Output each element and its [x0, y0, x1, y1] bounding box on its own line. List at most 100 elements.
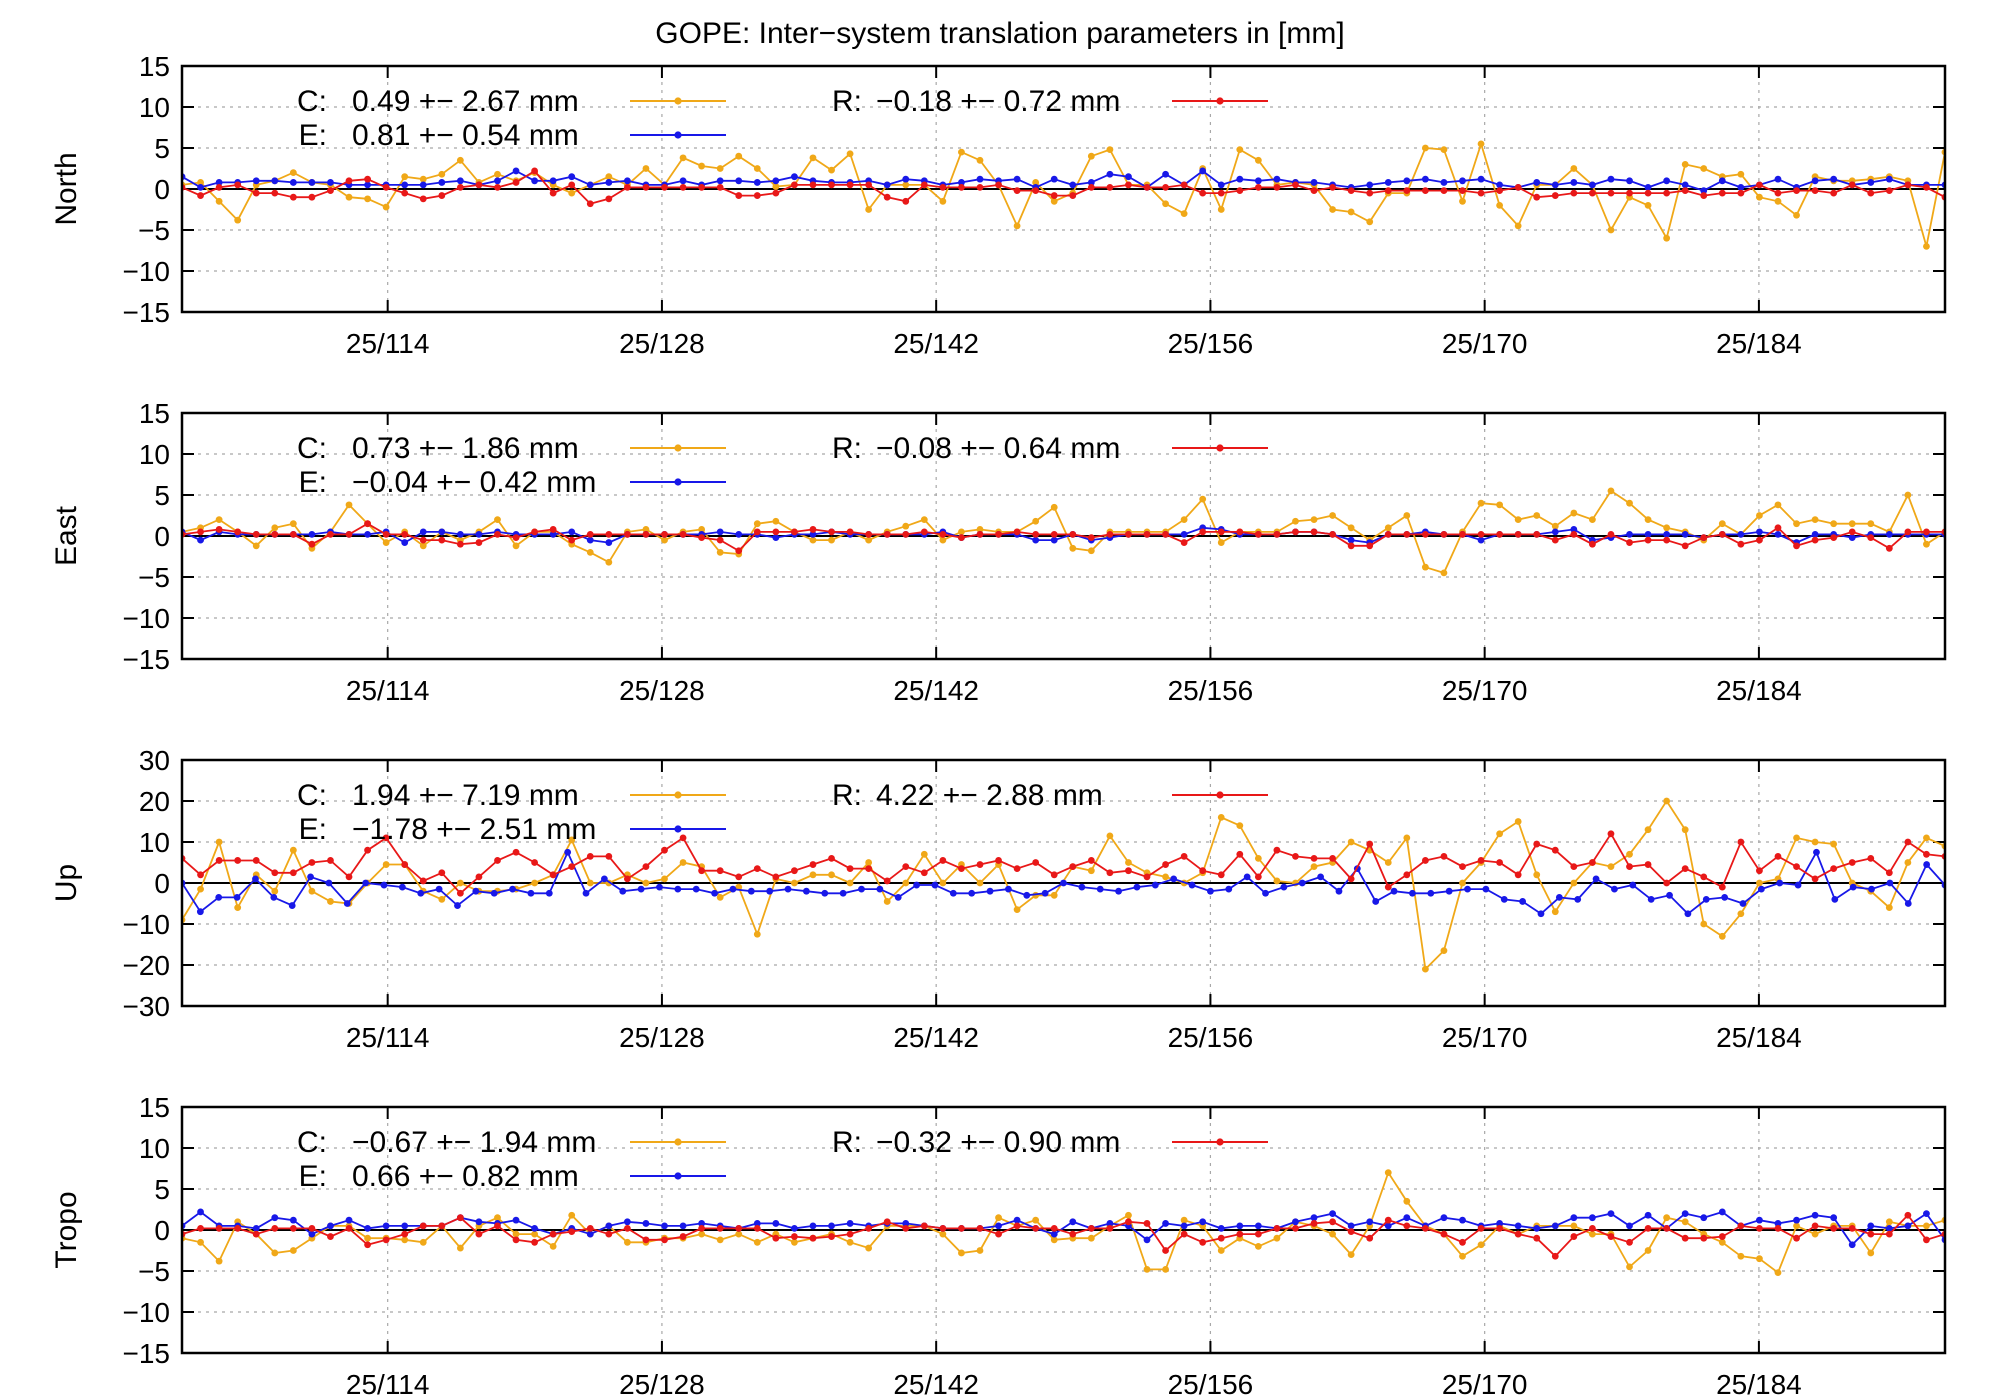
series-line [182, 1170, 1945, 1275]
data-point [1050, 871, 1058, 879]
data-point [600, 875, 608, 883]
legend-swatch-point [674, 478, 682, 486]
data-point [1626, 189, 1633, 197]
data-point [1756, 867, 1763, 875]
data-point [661, 846, 668, 854]
data-point [1867, 534, 1875, 542]
data-point [735, 1224, 743, 1232]
data-point [642, 530, 650, 538]
data-point [1496, 530, 1504, 538]
data-point [456, 530, 464, 538]
data-point [1403, 834, 1411, 842]
data-point [1774, 1269, 1782, 1277]
data-point [1459, 187, 1466, 195]
x-tick-label: 25/184 [1716, 675, 1802, 706]
data-point [456, 889, 464, 897]
data-point [1570, 189, 1578, 197]
data-point [753, 192, 761, 199]
data-point [883, 877, 891, 885]
data-point [1199, 167, 1207, 175]
data-point [1217, 814, 1225, 821]
y-tick-label: −10 [123, 1297, 171, 1328]
x-tick-label: 25/128 [619, 675, 705, 706]
data-point [1849, 883, 1857, 891]
data-point [1718, 177, 1726, 185]
data-point [747, 887, 755, 895]
y-tick-label: 10 [139, 1133, 170, 1164]
data-point [1366, 218, 1374, 226]
data-point [939, 857, 947, 864]
data-point [846, 181, 854, 189]
data-point [828, 871, 835, 879]
data-point [1496, 202, 1504, 209]
data-point [531, 167, 538, 175]
data-point [456, 879, 464, 887]
data-point [753, 520, 761, 528]
data-point [913, 881, 920, 889]
data-point [1347, 542, 1355, 550]
panel-up: 30 20 10 0 −10 −20 −30 25/114 25/128 25/142 25/156… [50, 745, 1947, 1053]
data-point [1459, 1252, 1466, 1260]
data-point [1737, 189, 1745, 197]
data-point [902, 175, 910, 183]
data-point [1217, 528, 1225, 536]
data-point [716, 177, 724, 185]
data-point [1292, 852, 1299, 860]
data-point [197, 1238, 204, 1246]
legend-swatch-point [674, 825, 682, 833]
data-point [1551, 1222, 1559, 1230]
data-point [1041, 889, 1049, 897]
data-point [1702, 896, 1710, 903]
series-r-up [182, 830, 1945, 897]
data-point [1811, 177, 1819, 185]
data-point [1335, 887, 1343, 895]
data-point [623, 177, 631, 185]
data-point [958, 1224, 965, 1232]
data-point [1811, 838, 1819, 846]
data-point [1273, 175, 1281, 183]
data-point [1647, 896, 1655, 903]
data-point [1830, 840, 1838, 848]
data-point [1023, 891, 1031, 899]
y-tick-label: 0 [154, 1215, 170, 1246]
data-point [995, 1230, 1002, 1238]
data-point [382, 834, 390, 842]
data-point [1644, 516, 1652, 523]
data-point [828, 166, 835, 174]
x-tick-label: 25/156 [1168, 1022, 1254, 1053]
panels: 15 10 5 0 −10 −5 −15 25/114 25/128 25/142 25/156 25… [50, 51, 1947, 1400]
data-point [674, 885, 682, 893]
data-point [1514, 516, 1522, 523]
legend-swatch-point [1216, 444, 1224, 452]
data-point [772, 177, 780, 185]
data-point [1496, 1220, 1504, 1227]
data-point [327, 898, 334, 905]
data-point [1162, 861, 1169, 868]
data-point [568, 1211, 576, 1219]
data-point [679, 530, 687, 538]
data-point [661, 1222, 668, 1230]
data-point [1721, 893, 1729, 901]
data-point [883, 181, 891, 189]
data-point [252, 857, 260, 864]
data-point [1477, 530, 1485, 538]
legend-key-label: R: [832, 779, 862, 812]
data-point [1663, 189, 1671, 197]
data-point [1533, 1234, 1541, 1242]
y-tick-label: −10 [123, 256, 171, 287]
y-tick-label: −10 [123, 603, 171, 634]
data-point [1254, 1243, 1262, 1250]
data-point [846, 865, 854, 873]
data-point [605, 179, 613, 186]
data-point [1756, 193, 1763, 201]
panel-east: 15 10 5 0 −5 −10 −15 25/114 25/128 25/142 25/156 25… [50, 398, 1947, 706]
data-point [1663, 234, 1671, 242]
data-point [1756, 536, 1763, 544]
data-point [1570, 879, 1578, 887]
data-point [1087, 179, 1095, 186]
data-point [343, 900, 351, 907]
data-point [605, 1222, 613, 1230]
data-point [753, 1238, 761, 1246]
data-point [1793, 834, 1800, 842]
data-point [791, 173, 798, 181]
